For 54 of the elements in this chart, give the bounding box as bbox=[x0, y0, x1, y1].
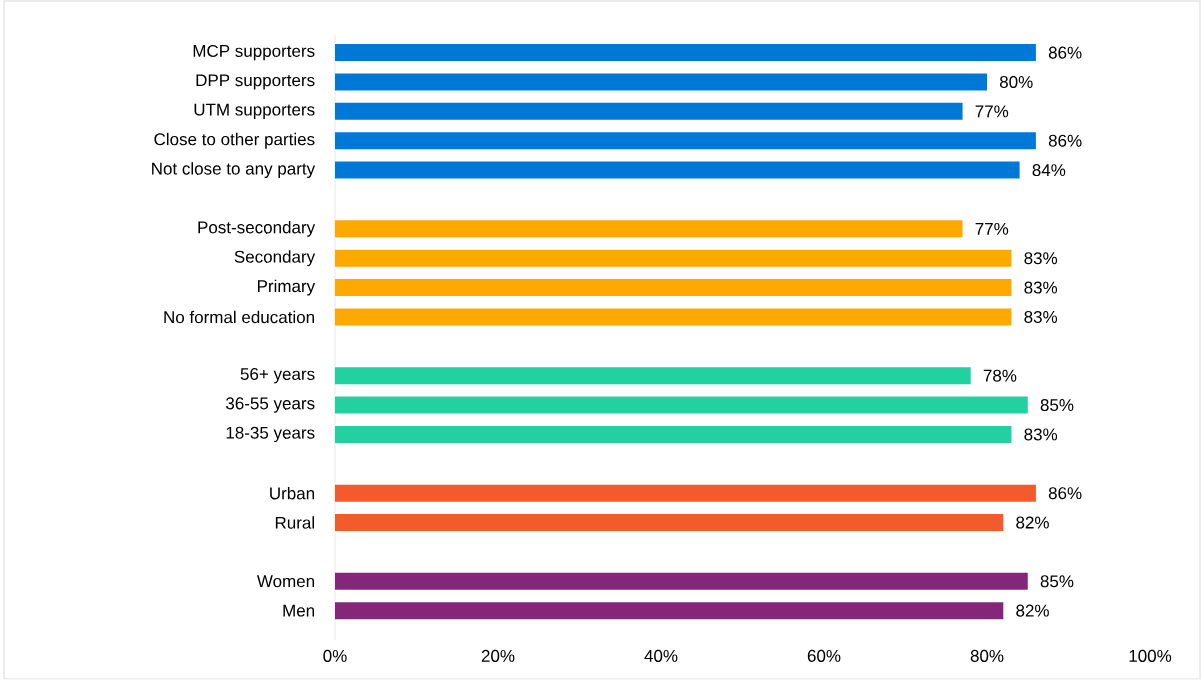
bar bbox=[335, 425, 1012, 443]
y-tick-label: Men bbox=[283, 604, 315, 617]
x-tick-label: 0% bbox=[323, 649, 347, 662]
data-label: 85% bbox=[1040, 399, 1074, 412]
bar bbox=[335, 572, 1028, 590]
data-label: 78% bbox=[983, 369, 1017, 382]
bar bbox=[335, 484, 1036, 502]
x-tick-label: 40% bbox=[644, 649, 678, 662]
data-label: 84% bbox=[1032, 164, 1066, 177]
data-label: 82% bbox=[1016, 604, 1049, 617]
bar bbox=[335, 220, 963, 238]
x-tick-label: 60% bbox=[807, 649, 841, 662]
data-label: 77% bbox=[975, 105, 1009, 118]
y-tick-label: Not close to any party bbox=[152, 162, 316, 179]
bar bbox=[335, 249, 1012, 267]
bar bbox=[335, 161, 1020, 179]
bar bbox=[335, 73, 988, 91]
bar bbox=[335, 102, 963, 120]
bar bbox=[335, 367, 971, 385]
bar bbox=[335, 308, 1012, 326]
data-label: 82% bbox=[1016, 516, 1049, 529]
y-tick-label: No formal education bbox=[164, 310, 314, 324]
data-label: 83% bbox=[1024, 428, 1058, 441]
y-tick-label: Secondary bbox=[234, 250, 316, 267]
bar bbox=[335, 602, 1004, 620]
y-tick-label: 56+ years bbox=[240, 367, 315, 384]
bar bbox=[335, 44, 1036, 62]
data-label: 83% bbox=[1024, 281, 1058, 294]
bar bbox=[335, 279, 1012, 297]
bar bbox=[335, 132, 1036, 150]
data-label: 85% bbox=[1040, 575, 1074, 588]
y-tick-label: Rural bbox=[275, 516, 314, 529]
data-label: 83% bbox=[1024, 252, 1058, 265]
bar bbox=[335, 514, 1004, 532]
data-label: 83% bbox=[1024, 310, 1058, 323]
data-label: 80% bbox=[999, 75, 1033, 89]
x-tick-label: 100% bbox=[1129, 649, 1172, 662]
data-label: 77% bbox=[975, 222, 1009, 235]
y-tick-label: Primary bbox=[257, 279, 316, 296]
y-tick-label: Close to other parties bbox=[154, 132, 315, 149]
x-tick-label: 20% bbox=[481, 649, 515, 662]
x-tick-label: 80% bbox=[970, 649, 1004, 662]
data-label: 86% bbox=[1048, 487, 1082, 500]
data-label: 86% bbox=[1048, 134, 1082, 147]
y-tick-label: 18-35 years bbox=[226, 426, 315, 443]
y-tick-label: UTM supporters bbox=[194, 103, 315, 119]
bar bbox=[335, 396, 1028, 414]
y-tick-label: 36-55 years bbox=[226, 397, 315, 413]
y-tick-label: MCP supporters bbox=[193, 44, 315, 61]
y-tick-label: Post-secondary bbox=[198, 220, 316, 237]
y-tick-label: Women bbox=[256, 575, 315, 588]
y-tick-label: Urban bbox=[270, 486, 315, 500]
data-label: 86% bbox=[1048, 46, 1082, 59]
y-tick-label: DPP supporters bbox=[196, 74, 315, 90]
